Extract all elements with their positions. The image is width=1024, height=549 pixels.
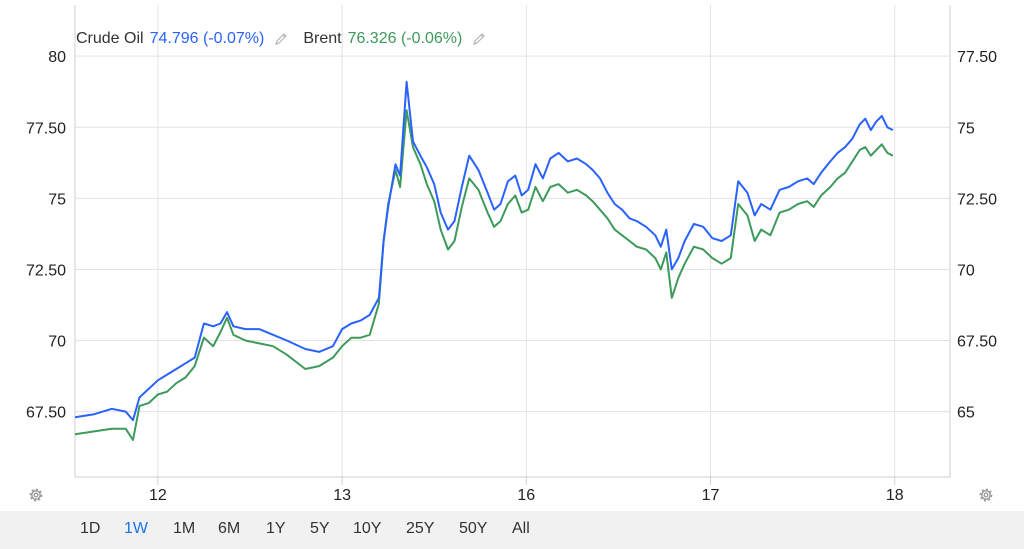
- right-tick-label: 70: [957, 262, 975, 279]
- legend-value-crude-oil: 74.796 (-0.07%): [149, 30, 265, 47]
- right-tick-label: 72.50: [957, 191, 997, 208]
- right-tick-label: 65: [957, 405, 975, 422]
- left-tick-label: 80: [48, 49, 66, 66]
- legend-name-crude-oil: Crude Oil: [76, 30, 144, 47]
- legend-name-brent: Brent: [303, 30, 342, 47]
- right-tick-label: 67.50: [957, 334, 997, 351]
- left-tick-label: 75: [48, 191, 66, 208]
- left-axis-ticks: 67.50 70 72.50 75 77.50 80: [26, 49, 66, 421]
- legend: Crude Oil 74.796 (-0.07%) Brent 76.326 (…: [76, 29, 501, 49]
- gear-icon[interactable]: [25, 484, 47, 506]
- series-line-brent: [74, 109, 894, 441]
- range-button-1w[interactable]: 1W: [124, 520, 148, 537]
- range-button-25y[interactable]: 25Y: [406, 520, 435, 537]
- pencil-icon[interactable]: [273, 31, 289, 47]
- x-tick-label: 17: [702, 487, 720, 504]
- range-selector-bar: [0, 511, 1024, 549]
- gridlines: [75, 5, 950, 477]
- range-button-all[interactable]: All: [512, 520, 530, 537]
- range-button-10y[interactable]: 10Y: [353, 520, 382, 537]
- range-button-50y[interactable]: 50Y: [459, 520, 488, 537]
- x-tick-label: 12: [149, 487, 167, 504]
- axes: [74, 5, 951, 478]
- range-button-1d[interactable]: 1D: [80, 520, 101, 537]
- series-lines: [74, 80, 894, 441]
- right-tick-label: 75: [957, 120, 975, 137]
- gear-icon[interactable]: [975, 484, 997, 506]
- range-button-1y[interactable]: 1Y: [266, 520, 286, 537]
- left-tick-label: 70: [48, 334, 66, 351]
- legend-value-brent: 76.326 (-0.06%): [347, 30, 463, 47]
- range-button-6m[interactable]: 6M: [218, 520, 241, 537]
- pencil-icon[interactable]: [471, 31, 487, 47]
- x-tick-label: 18: [886, 487, 904, 504]
- series-line-crude-oil: [74, 80, 894, 422]
- x-tick-label: 13: [333, 487, 351, 504]
- right-tick-label: 77.50: [957, 49, 997, 66]
- left-tick-label: 72.50: [26, 262, 66, 279]
- right-axis-ticks: 65 67.50 70 72.50 75 77.50: [957, 49, 997, 421]
- x-axis-ticks: 12 13 16 17 18: [149, 477, 904, 504]
- x-tick-label: 16: [517, 487, 535, 504]
- range-button-5y[interactable]: 5Y: [310, 520, 330, 537]
- range-button-1m[interactable]: 1M: [173, 520, 196, 537]
- left-tick-label: 67.50: [26, 405, 66, 422]
- left-tick-label: 77.50: [26, 120, 66, 137]
